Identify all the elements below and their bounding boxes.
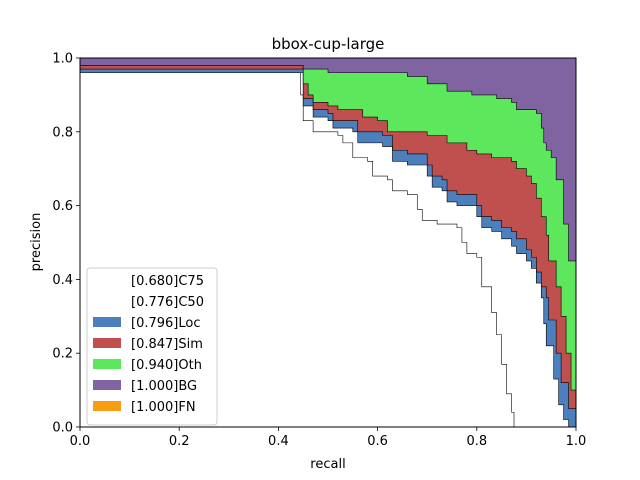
legend-label-c50: [0.776]C50 bbox=[131, 295, 204, 310]
legend-swatch-c50 bbox=[93, 296, 121, 306]
x-tick-label: 0.4 bbox=[268, 434, 289, 449]
legend: [0.680]C75 [0.776]C50 [0.796]Loc [0.847]Sim… bbox=[86, 267, 218, 426]
chart-title: bbox-cup-large bbox=[272, 35, 385, 53]
plot-area-group bbox=[80, 58, 576, 427]
legend-swatch-sim bbox=[93, 338, 121, 348]
legend-swatch-fn bbox=[93, 401, 121, 411]
x-tick-label: 0.0 bbox=[70, 434, 91, 449]
legend-label-sim: [0.847]Sim bbox=[131, 337, 203, 352]
axes-frame bbox=[79, 57, 577, 428]
legend-label-bg: [1.000]BG bbox=[131, 379, 197, 394]
y-tick-label: 1.0 bbox=[52, 52, 73, 67]
legend-swatch-loc bbox=[93, 317, 121, 327]
legend-label-c75: [0.680]C75 bbox=[131, 274, 204, 289]
x-axis: 0.0 0.2 0.4 0.6 0.8 1.0 bbox=[70, 427, 587, 449]
y-tick-label: 0.8 bbox=[52, 125, 73, 140]
legend-swatch-c75 bbox=[93, 275, 121, 285]
legend-label-fn: [1.000]FN bbox=[131, 400, 196, 415]
y-axis-label: precision bbox=[29, 213, 44, 272]
x-tick-label: 0.6 bbox=[367, 434, 388, 449]
line-c50 bbox=[80, 72, 569, 427]
y-tick-label: 0.2 bbox=[52, 347, 73, 362]
y-tick-label: 0.0 bbox=[52, 421, 73, 436]
line-oth bbox=[80, 65, 577, 317]
legend-swatch-oth bbox=[93, 359, 121, 369]
legend-label-oth: [0.940]Oth bbox=[131, 358, 202, 373]
line-c75 bbox=[80, 72, 515, 427]
line-loc bbox=[80, 68, 577, 420]
x-tick-label: 0.8 bbox=[466, 434, 487, 449]
x-axis-label: recall bbox=[310, 457, 345, 472]
x-tick-label: 0.2 bbox=[169, 434, 190, 449]
legend-swatch-bg bbox=[93, 380, 121, 390]
y-tick-label: 0.4 bbox=[52, 273, 73, 288]
y-tick-label: 0.6 bbox=[52, 199, 73, 214]
x-tick-label: 1.0 bbox=[566, 434, 587, 449]
legend-label-loc: [0.796]Loc bbox=[131, 316, 200, 331]
line-sim bbox=[80, 65, 577, 409]
y-axis: 0.0 0.2 0.4 0.6 0.8 1.0 bbox=[52, 52, 80, 436]
